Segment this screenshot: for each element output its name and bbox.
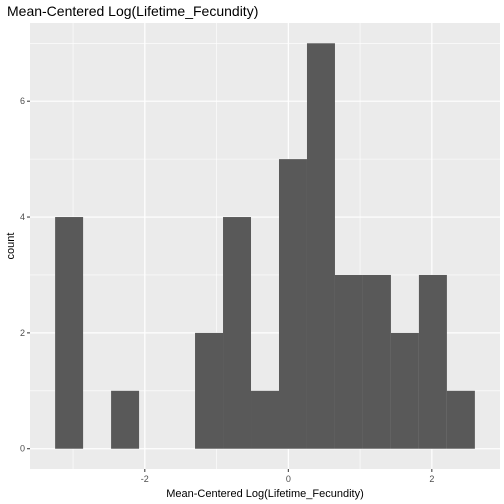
histogram-bar [55,217,84,449]
histogram-bars [55,43,475,449]
histogram-bar [223,217,252,449]
y-tick-label: 4 [20,212,25,222]
histogram-bar [418,274,447,449]
y-axis-title: count [5,233,17,260]
x-axis-title: Mean-Centered Log(Lifetime_Fecundity) [166,488,364,500]
histogram-bar [362,274,391,449]
y-tick-label: 0 [20,444,25,454]
y-axis-ticks: 0 2 4 6 [20,96,30,454]
y-tick-label: 6 [20,96,25,106]
x-tick-label: 0 [286,474,291,484]
x-tick-label: -2 [141,474,149,484]
histogram-bar [111,390,140,449]
histogram-bar [195,332,224,449]
histogram-bar [334,274,363,449]
chart-title: Mean-Centered Log(Lifetime_Fecundity) [7,3,259,19]
x-tick-label: 2 [429,474,434,484]
x-axis-ticks: -2 0 2 [141,469,434,484]
histogram-bar [251,390,279,449]
y-tick-label: 2 [20,328,25,338]
histogram-bar [446,390,475,449]
histogram-bar [390,332,419,449]
histogram-bar [306,43,335,449]
histogram-bar [278,159,307,449]
